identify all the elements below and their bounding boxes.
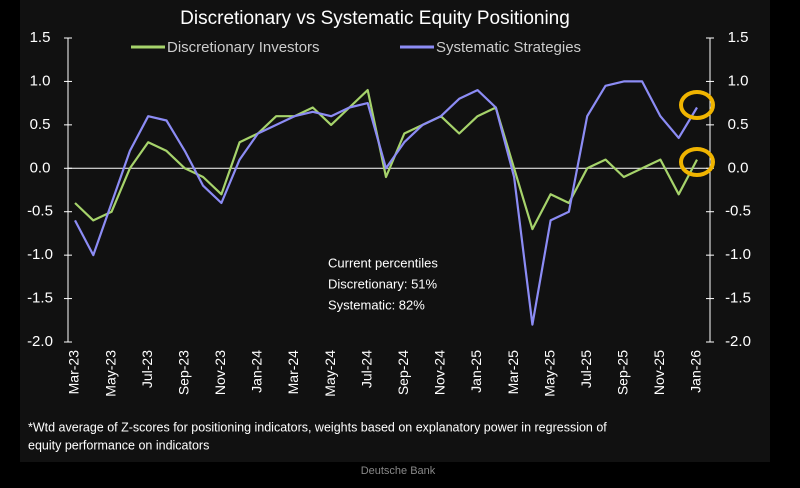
y-tick-label: -2.0 [27, 333, 53, 350]
x-tick-label: Mar-25 [505, 350, 521, 395]
y-tick-label: -1.0 [27, 246, 53, 263]
x-tick-label: May-25 [541, 350, 557, 397]
y-tick-label: 0.0 [30, 159, 51, 176]
highlight-circle [679, 147, 715, 177]
x-tick-label: Jan-26 [688, 350, 704, 393]
highlight-circle [679, 90, 715, 120]
x-tick-label: Jul-23 [139, 350, 155, 388]
x-tick-label: Jan-24 [249, 350, 265, 393]
y-tick-label: -1.5 [725, 290, 751, 307]
y-tick-label: -2.0 [725, 333, 751, 350]
series-line [74, 89, 698, 231]
chart-title: Discretionary vs Systematic Equity Posit… [180, 8, 570, 29]
plot: 1.5 1.0 0.5 0.0 -0.5 -1.0 -1.5 -2.0 1.5 1.0 0.5 0.0… [27, 29, 751, 397]
x-tick-label: Jul-25 [578, 350, 594, 388]
legend-label: Systematic Strategies [436, 39, 581, 56]
x-tick-label: Nov-23 [212, 350, 228, 395]
x-tick-label: May-24 [322, 350, 338, 397]
y-tick-label: 0.0 [728, 159, 749, 176]
legend-label: Discretionary Investors [167, 39, 320, 56]
series-line [74, 80, 698, 326]
x-tick-label: Jul-24 [358, 350, 374, 388]
x-tick-label: Sep-23 [175, 350, 191, 395]
x-tick-label: Mar-23 [66, 350, 82, 395]
x-tick-label: Sep-25 [615, 350, 631, 395]
y-tick-label: 0.5 [30, 116, 51, 133]
y-tick-label: 1.0 [728, 72, 749, 89]
x-tick-label: Nov-25 [651, 350, 667, 395]
y-tick-label: 1.5 [30, 29, 51, 46]
x-tick-label: Nov-24 [432, 350, 448, 395]
x-tick-label: Sep-24 [395, 350, 411, 395]
x-tick-label: May-23 [102, 350, 118, 397]
y-tick-label: -1.5 [27, 290, 53, 307]
annotation: Systematic: 82% [328, 297, 425, 312]
annotation: Discretionary: 51% [328, 276, 438, 291]
x-tick-label: Jan-25 [468, 350, 484, 393]
y-tick-label: -1.0 [725, 246, 751, 263]
y-tick-label: -0.5 [27, 203, 53, 220]
footnote: equity performance on indicators [28, 438, 209, 452]
y-tick-label: 1.0 [30, 72, 51, 89]
y-tick-label: -0.5 [725, 203, 751, 220]
annotation: Current percentiles [328, 255, 438, 270]
panel [20, 0, 770, 462]
y-tick-label: 1.5 [728, 29, 749, 46]
footnote: *Wtd average of Z-scores for positioning… [28, 420, 607, 434]
y-tick-label: 0.5 [728, 116, 749, 133]
x-tick-label: Mar-24 [285, 350, 301, 395]
source: Deutsche Bank [361, 465, 436, 477]
